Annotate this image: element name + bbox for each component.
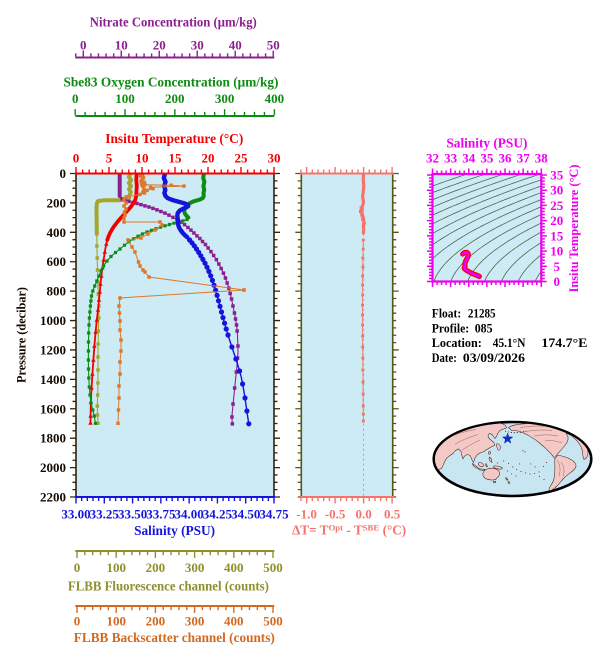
svg-text:33.75: 33.75 (146, 507, 176, 522)
svg-text:20: 20 (550, 213, 563, 228)
svg-text:Pressure (decibar): Pressure (decibar) (14, 287, 29, 383)
svg-text:0: 0 (73, 151, 80, 166)
svg-text:FLBB Backscatter channel (coun: FLBB Backscatter channel (counts) (74, 630, 275, 645)
svg-text:36: 36 (499, 151, 513, 166)
svg-text:Nitrate Concentration (μm/kg): Nitrate Concentration (μm/kg) (90, 15, 257, 30)
svg-text:25: 25 (550, 198, 564, 213)
svg-text:0: 0 (74, 614, 81, 629)
svg-text:25: 25 (235, 151, 249, 166)
svg-text:400: 400 (224, 560, 244, 575)
svg-text:20: 20 (202, 151, 215, 166)
svg-text:0: 0 (554, 274, 561, 289)
svg-text:34: 34 (462, 151, 476, 166)
svg-text:400: 400 (224, 614, 244, 629)
svg-text:500: 500 (263, 614, 283, 629)
svg-text:0.0: 0.0 (355, 507, 371, 522)
svg-text:34.50: 34.50 (231, 507, 260, 522)
svg-text:800: 800 (47, 284, 67, 299)
svg-text:5: 5 (554, 259, 561, 274)
svg-text:1400: 1400 (40, 372, 66, 387)
svg-text:50: 50 (267, 38, 280, 53)
svg-text:Sbe83 Oxygen Concentration (μm: Sbe83 Oxygen Concentration (μm/kg) (64, 75, 279, 90)
svg-text:0.5: 0.5 (384, 507, 401, 522)
svg-text:-0.5: -0.5 (325, 507, 346, 522)
svg-text:34.00: 34.00 (174, 507, 203, 522)
svg-text:Salinity (PSU): Salinity (PSU) (134, 523, 215, 538)
svg-text:34.75: 34.75 (259, 507, 289, 522)
svg-text:300: 300 (185, 560, 205, 575)
svg-text:500: 500 (263, 560, 283, 575)
svg-text:0: 0 (60, 166, 67, 181)
svg-text:10: 10 (115, 38, 128, 53)
svg-text:200: 200 (47, 195, 67, 210)
svg-text:FLBB Fluorescence channel (cou: FLBB Fluorescence channel (counts) (68, 579, 269, 594)
svg-text:200: 200 (146, 614, 166, 629)
svg-text:30: 30 (268, 151, 281, 166)
svg-text:2000: 2000 (40, 460, 66, 475)
svg-text:1600: 1600 (40, 401, 66, 416)
svg-text:34.25: 34.25 (203, 507, 233, 522)
svg-text:1200: 1200 (40, 343, 66, 358)
svg-text:5: 5 (106, 151, 113, 166)
svg-text:10: 10 (550, 244, 563, 259)
svg-text:-1.0: -1.0 (296, 507, 317, 522)
svg-text:Date:03/09/2026: Date: 03/09/2026 (432, 350, 526, 365)
svg-text:Float:21285: Float: 21285 (432, 305, 496, 320)
svg-text:0: 0 (80, 38, 87, 53)
svg-text:10: 10 (136, 151, 149, 166)
svg-text:1000: 1000 (40, 313, 66, 328)
svg-text:Salinity (PSU): Salinity (PSU) (446, 136, 527, 151)
svg-text:1800: 1800 (40, 431, 66, 446)
svg-text:Insitu Temperature (°C): Insitu Temperature (°C) (566, 165, 581, 293)
svg-text:35: 35 (550, 168, 564, 183)
svg-text:15: 15 (169, 151, 183, 166)
svg-text:40: 40 (229, 38, 242, 53)
svg-text:2200: 2200 (40, 490, 66, 505)
svg-text:30: 30 (550, 183, 563, 198)
svg-text:0: 0 (72, 91, 79, 106)
svg-text:100: 100 (115, 91, 135, 106)
svg-text:200: 200 (165, 91, 185, 106)
svg-text:300: 300 (215, 91, 235, 106)
svg-text:33.50: 33.50 (118, 507, 147, 522)
svg-text:Insitu Temperature (°C): Insitu Temperature (°C) (105, 131, 243, 146)
svg-text:0: 0 (74, 560, 81, 575)
svg-text:Profile:085: Profile: 085 (432, 321, 493, 336)
svg-text:400: 400 (265, 91, 285, 106)
svg-text:15: 15 (550, 228, 564, 243)
svg-text:600: 600 (47, 254, 67, 269)
svg-text:20: 20 (153, 38, 166, 53)
svg-text:33: 33 (444, 151, 458, 166)
svg-text:33.25: 33.25 (90, 507, 120, 522)
svg-text:400: 400 (47, 225, 67, 240)
svg-text:35: 35 (480, 151, 494, 166)
svg-text:300: 300 (185, 614, 205, 629)
svg-text:37: 37 (517, 151, 531, 166)
svg-text:ΔT= TOpt - TSBE (°C): ΔT= TOpt - TSBE (°C) (292, 523, 406, 538)
svg-text:38: 38 (535, 151, 549, 166)
svg-text:200: 200 (146, 560, 166, 575)
svg-text:100: 100 (106, 614, 126, 629)
svg-text:32: 32 (426, 151, 439, 166)
svg-text:30: 30 (191, 38, 204, 53)
svg-text:33.00: 33.00 (61, 507, 90, 522)
svg-text:100: 100 (106, 560, 126, 575)
